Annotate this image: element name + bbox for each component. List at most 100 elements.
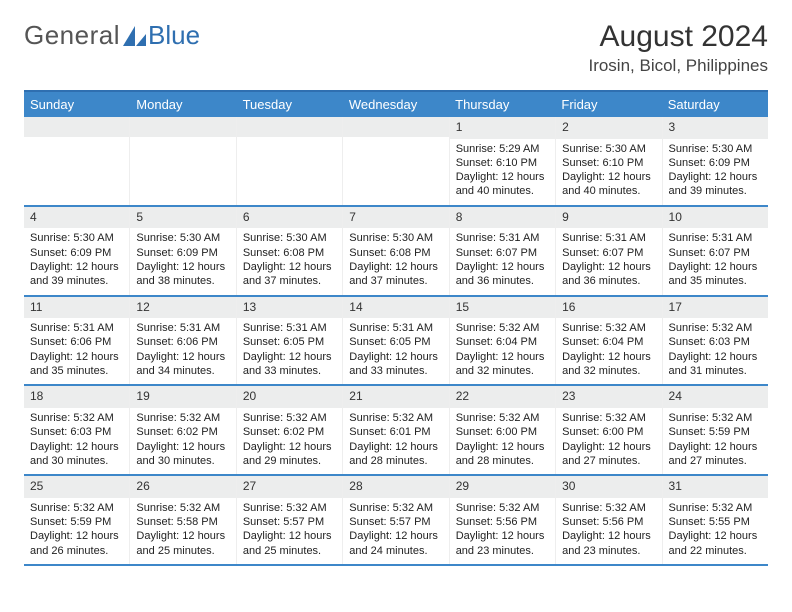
sunrise-text: Sunrise: 5:30 AM (669, 142, 762, 156)
sunrise-text: Sunrise: 5:31 AM (30, 321, 123, 335)
calendar-cell-empty (237, 117, 343, 205)
day-details: Sunrise: 5:30 AMSunset: 6:09 PMDaylight:… (24, 228, 129, 294)
sunrise-text: Sunrise: 5:32 AM (669, 411, 762, 425)
day-number: 1 (450, 117, 555, 139)
day-header: Saturday (662, 92, 768, 117)
day-details: Sunrise: 5:30 AMSunset: 6:08 PMDaylight:… (343, 228, 448, 294)
daylight-text: Daylight: 12 hours and 34 minutes. (136, 350, 229, 379)
calendar-cell: 30Sunrise: 5:32 AMSunset: 5:56 PMDayligh… (556, 476, 662, 564)
day-number: 12 (130, 297, 235, 319)
sunset-text: Sunset: 6:10 PM (456, 156, 549, 170)
calendar-cell: 26Sunrise: 5:32 AMSunset: 5:58 PMDayligh… (130, 476, 236, 564)
day-details (24, 137, 129, 189)
day-details: Sunrise: 5:32 AMSunset: 6:00 PMDaylight:… (450, 408, 555, 474)
daylight-text: Daylight: 12 hours and 30 minutes. (30, 440, 123, 469)
daylight-text: Daylight: 12 hours and 25 minutes. (243, 529, 336, 558)
month-title: August 2024 (588, 20, 768, 54)
calendar-week: 4Sunrise: 5:30 AMSunset: 6:09 PMDaylight… (24, 207, 768, 297)
day-details: Sunrise: 5:32 AMSunset: 6:00 PMDaylight:… (556, 408, 661, 474)
calendar-cell: 14Sunrise: 5:31 AMSunset: 6:05 PMDayligh… (343, 297, 449, 385)
day-number: 7 (343, 207, 448, 229)
day-details: Sunrise: 5:30 AMSunset: 6:10 PMDaylight:… (556, 139, 661, 205)
sunset-text: Sunset: 6:10 PM (562, 156, 655, 170)
day-number: 6 (237, 207, 342, 229)
sunrise-text: Sunrise: 5:30 AM (136, 231, 229, 245)
day-number (24, 117, 129, 137)
daylight-text: Daylight: 12 hours and 36 minutes. (562, 260, 655, 289)
calendar-cell: 23Sunrise: 5:32 AMSunset: 6:00 PMDayligh… (556, 386, 662, 474)
daylight-text: Daylight: 12 hours and 27 minutes. (562, 440, 655, 469)
day-header: Thursday (449, 92, 555, 117)
sunset-text: Sunset: 5:59 PM (30, 515, 123, 529)
day-number: 11 (24, 297, 129, 319)
day-number: 28 (343, 476, 448, 498)
day-details: Sunrise: 5:32 AMSunset: 6:01 PMDaylight:… (343, 408, 448, 474)
calendar: SundayMondayTuesdayWednesdayThursdayFrid… (24, 90, 768, 566)
calendar-cell: 6Sunrise: 5:30 AMSunset: 6:08 PMDaylight… (237, 207, 343, 295)
daylight-text: Daylight: 12 hours and 24 minutes. (349, 529, 442, 558)
calendar-cell: 1Sunrise: 5:29 AMSunset: 6:10 PMDaylight… (450, 117, 556, 205)
calendar-cell: 10Sunrise: 5:31 AMSunset: 6:07 PMDayligh… (663, 207, 768, 295)
calendar-cell: 12Sunrise: 5:31 AMSunset: 6:06 PMDayligh… (130, 297, 236, 385)
calendar-cell: 25Sunrise: 5:32 AMSunset: 5:59 PMDayligh… (24, 476, 130, 564)
day-number (130, 117, 235, 137)
day-number (237, 117, 342, 137)
calendar-week: 11Sunrise: 5:31 AMSunset: 6:06 PMDayligh… (24, 297, 768, 387)
daylight-text: Daylight: 12 hours and 36 minutes. (456, 260, 549, 289)
sunrise-text: Sunrise: 5:32 AM (562, 411, 655, 425)
calendar-cell: 2Sunrise: 5:30 AMSunset: 6:10 PMDaylight… (556, 117, 662, 205)
sunset-text: Sunset: 6:02 PM (243, 425, 336, 439)
calendar-cell-empty (24, 117, 130, 205)
daylight-text: Daylight: 12 hours and 31 minutes. (669, 350, 762, 379)
sunset-text: Sunset: 6:01 PM (349, 425, 442, 439)
day-number: 3 (663, 117, 768, 139)
sunset-text: Sunset: 6:07 PM (456, 246, 549, 260)
daylight-text: Daylight: 12 hours and 28 minutes. (456, 440, 549, 469)
sunrise-text: Sunrise: 5:32 AM (456, 321, 549, 335)
sunset-text: Sunset: 6:05 PM (243, 335, 336, 349)
sunset-text: Sunset: 6:04 PM (456, 335, 549, 349)
day-details: Sunrise: 5:32 AMSunset: 5:57 PMDaylight:… (343, 498, 448, 564)
daylight-text: Daylight: 12 hours and 32 minutes. (562, 350, 655, 379)
location: Irosin, Bicol, Philippines (588, 56, 768, 76)
day-details: Sunrise: 5:31 AMSunset: 6:06 PMDaylight:… (24, 318, 129, 384)
calendar-cell-empty (343, 117, 449, 205)
daylight-text: Daylight: 12 hours and 28 minutes. (349, 440, 442, 469)
day-details: Sunrise: 5:32 AMSunset: 5:59 PMDaylight:… (24, 498, 129, 564)
sunset-text: Sunset: 6:02 PM (136, 425, 229, 439)
daylight-text: Daylight: 12 hours and 39 minutes. (669, 170, 762, 199)
calendar-cell: 19Sunrise: 5:32 AMSunset: 6:02 PMDayligh… (130, 386, 236, 474)
sunset-text: Sunset: 5:57 PM (243, 515, 336, 529)
day-number: 23 (556, 386, 661, 408)
sunrise-text: Sunrise: 5:32 AM (456, 411, 549, 425)
sunset-text: Sunset: 6:00 PM (456, 425, 549, 439)
calendar-week: 1Sunrise: 5:29 AMSunset: 6:10 PMDaylight… (24, 117, 768, 207)
day-details: Sunrise: 5:31 AMSunset: 6:07 PMDaylight:… (450, 228, 555, 294)
day-details (130, 137, 235, 189)
daylight-text: Daylight: 12 hours and 33 minutes. (243, 350, 336, 379)
day-header: Sunday (24, 92, 130, 117)
calendar-cell: 9Sunrise: 5:31 AMSunset: 6:07 PMDaylight… (556, 207, 662, 295)
sunset-text: Sunset: 6:03 PM (30, 425, 123, 439)
calendar-week: 25Sunrise: 5:32 AMSunset: 5:59 PMDayligh… (24, 476, 768, 566)
daylight-text: Daylight: 12 hours and 32 minutes. (456, 350, 549, 379)
logo: General Blue (24, 20, 200, 51)
sunset-text: Sunset: 6:09 PM (669, 156, 762, 170)
daylight-text: Daylight: 12 hours and 33 minutes. (349, 350, 442, 379)
daylight-text: Daylight: 12 hours and 37 minutes. (243, 260, 336, 289)
day-number: 19 (130, 386, 235, 408)
sunset-text: Sunset: 6:08 PM (243, 246, 336, 260)
sunset-text: Sunset: 6:04 PM (562, 335, 655, 349)
day-details: Sunrise: 5:31 AMSunset: 6:07 PMDaylight:… (556, 228, 661, 294)
calendar-cell: 15Sunrise: 5:32 AMSunset: 6:04 PMDayligh… (450, 297, 556, 385)
day-details: Sunrise: 5:29 AMSunset: 6:10 PMDaylight:… (450, 139, 555, 205)
day-number: 30 (556, 476, 661, 498)
calendar-cell: 4Sunrise: 5:30 AMSunset: 6:09 PMDaylight… (24, 207, 130, 295)
sunrise-text: Sunrise: 5:30 AM (30, 231, 123, 245)
calendar-cell: 31Sunrise: 5:32 AMSunset: 5:55 PMDayligh… (663, 476, 768, 564)
day-number: 20 (237, 386, 342, 408)
daylight-text: Daylight: 12 hours and 23 minutes. (562, 529, 655, 558)
sunrise-text: Sunrise: 5:31 AM (136, 321, 229, 335)
sunrise-text: Sunrise: 5:30 AM (349, 231, 442, 245)
calendar-cell: 24Sunrise: 5:32 AMSunset: 5:59 PMDayligh… (663, 386, 768, 474)
